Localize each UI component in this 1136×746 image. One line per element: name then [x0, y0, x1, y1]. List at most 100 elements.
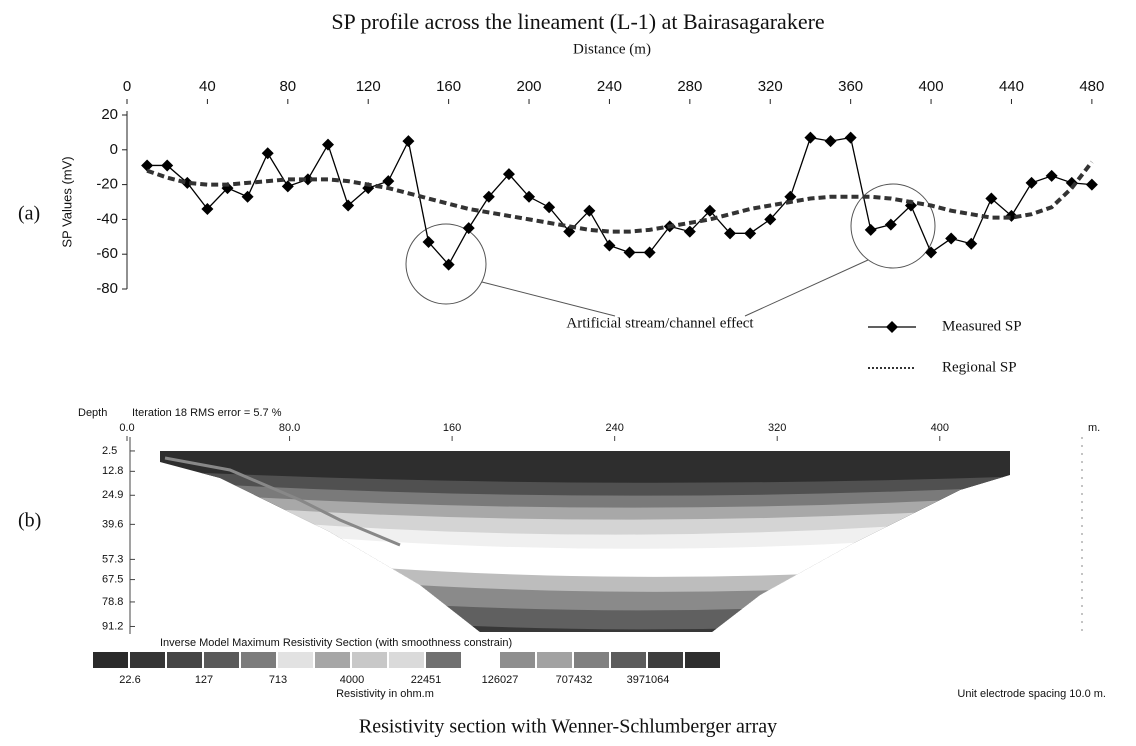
y-tick-label: 12.8	[102, 465, 123, 477]
subtitle: Iteration 18 RMS error = 5.7 %	[132, 407, 282, 419]
scale-value: 707432	[556, 674, 593, 686]
data-point	[703, 204, 716, 217]
legend-marker	[886, 321, 898, 333]
data-point	[281, 180, 294, 193]
scale-value: 127	[195, 674, 213, 686]
data-point	[764, 213, 777, 226]
color-swatch	[611, 652, 646, 668]
data-point	[583, 204, 596, 217]
data-point	[1085, 178, 1098, 191]
y-tick-label: 78.8	[102, 596, 123, 608]
color-swatch	[463, 652, 498, 668]
data-point	[864, 223, 877, 236]
data-point	[985, 192, 998, 205]
data-point	[261, 147, 274, 160]
y-tick-label: 67.5	[102, 573, 123, 585]
data-point	[161, 159, 174, 172]
data-point	[965, 237, 978, 250]
annotation: Artificial stream/channel effect	[566, 315, 754, 331]
x-tick-label: 160	[436, 78, 461, 95]
data-point	[241, 190, 254, 203]
y-axis-label: SP Values (mV)	[59, 156, 74, 247]
x-tick-label: 280	[677, 78, 702, 95]
x-tick-label: 400	[931, 422, 949, 434]
scale-value: 126027	[482, 674, 519, 686]
scale-value: 3971064	[627, 674, 670, 686]
note: Unit electrode spacing 10.0 m.	[957, 688, 1106, 700]
data-point	[784, 190, 797, 203]
color-swatch	[426, 652, 461, 668]
series-line	[147, 136, 1092, 266]
data-point	[623, 246, 636, 259]
data-point	[945, 232, 958, 245]
y-tick-label: -60	[96, 245, 118, 262]
color-swatch	[648, 652, 683, 668]
caption: Resistivity section with Wenner-Schlumbe…	[359, 716, 777, 738]
data-point	[724, 227, 737, 240]
section-streak	[164, 456, 401, 547]
data-point	[502, 168, 515, 181]
data-point	[744, 227, 757, 240]
annotation-circle	[850, 183, 936, 269]
x-tick-label: 160	[443, 422, 461, 434]
panel-label: (a)	[18, 203, 40, 225]
color-swatch	[278, 652, 313, 668]
x-tick-label: 240	[597, 78, 622, 95]
data-point	[442, 258, 455, 271]
x-axis-label: Distance (m)	[573, 41, 651, 57]
annotation-leader	[481, 281, 616, 317]
data-point	[422, 236, 435, 249]
y-tick-label: 0	[110, 141, 118, 158]
x-tick-label: 480	[1079, 78, 1104, 95]
color-swatch	[352, 652, 387, 668]
y-tick-label: 91.2	[102, 620, 123, 632]
resistivity-section	[160, 451, 1010, 632]
x-tick-label: 0	[123, 78, 131, 95]
data-point	[643, 246, 656, 259]
data-point	[201, 202, 214, 215]
data-point	[804, 131, 817, 144]
data-point	[523, 190, 536, 203]
scale-value: 4000	[340, 674, 364, 686]
data-point	[462, 222, 475, 235]
data-point	[181, 176, 194, 189]
x-tick-label: 80.0	[279, 422, 300, 434]
chart-title: SP profile across the lineament (L-1) at…	[331, 9, 824, 34]
color-swatch	[500, 652, 535, 668]
data-point	[342, 199, 355, 212]
x-tick-label: 360	[838, 78, 863, 95]
annotation-leader	[744, 259, 869, 317]
legend-label: Measured SP	[942, 318, 1022, 334]
color-swatch	[537, 652, 572, 668]
x-tick-label: 400	[919, 78, 944, 95]
data-point	[1045, 169, 1058, 182]
data-point	[382, 175, 395, 188]
x-tick-label: 0.0	[119, 422, 134, 434]
color-swatch	[93, 652, 128, 668]
y-tick-label: 20	[101, 106, 118, 123]
color-swatch	[389, 652, 424, 668]
data-point	[824, 135, 837, 148]
data-point	[301, 173, 314, 186]
color-swatch	[574, 652, 609, 668]
y-tick-label: -20	[96, 176, 118, 193]
x-tick-label: 120	[356, 78, 381, 95]
data-point	[482, 190, 495, 203]
y-tick-label: 2.5	[102, 445, 117, 457]
y-tick-label: 39.6	[102, 518, 123, 530]
data-point	[543, 201, 556, 214]
legend-title: Inverse Model Maximum Resistivity Sectio…	[160, 637, 512, 649]
data-point	[844, 131, 857, 144]
scale-value: 22451	[411, 674, 442, 686]
color-swatch	[130, 652, 165, 668]
x-tick-label: 320	[768, 422, 786, 434]
color-swatch	[315, 652, 350, 668]
panel-label: (b)	[18, 510, 41, 532]
y-tick-label: -80	[96, 280, 118, 297]
x-tick-label: 40	[199, 78, 216, 95]
x-tick-label: 80	[279, 78, 296, 95]
color-swatch	[167, 652, 202, 668]
annotation-circle	[405, 223, 487, 305]
x-unit: m.	[1088, 422, 1100, 434]
scale-label: Resistivity in ohm.m	[336, 688, 434, 700]
